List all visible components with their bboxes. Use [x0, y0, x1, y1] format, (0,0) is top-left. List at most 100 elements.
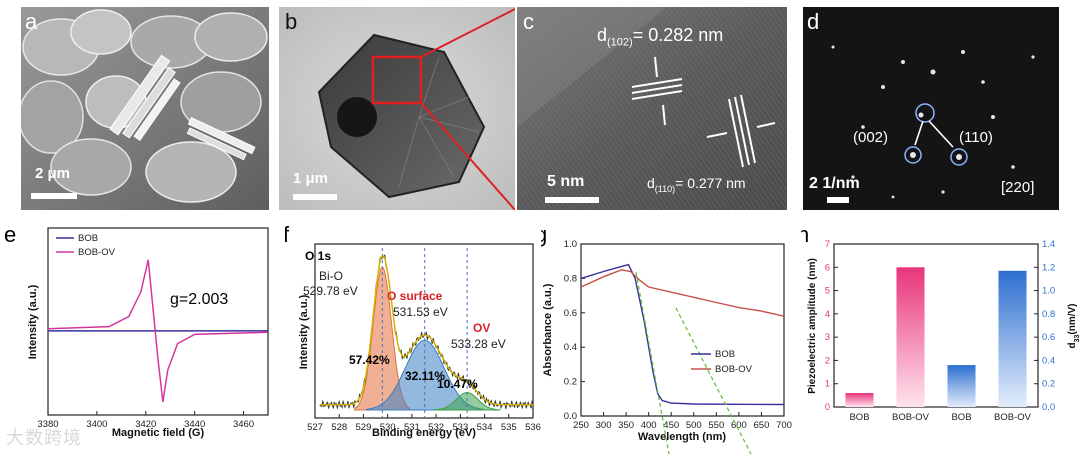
scale-bar: [293, 194, 337, 200]
scale-bar-label: 2 μm: [35, 165, 71, 182]
x-tick-label: 600: [731, 420, 747, 431]
x-tick-label: 400: [641, 420, 657, 431]
y-tick-label-right: 0.6: [1042, 332, 1055, 343]
scale-bar-label: 5 nm: [547, 173, 585, 190]
tem-image: [279, 7, 515, 210]
legend-label-bob-ov: BOB-OV: [715, 364, 753, 375]
spot-110-label: (110): [959, 129, 993, 146]
x-tick-label: 3380: [37, 419, 58, 430]
peak1-name: Bi-O: [319, 269, 343, 283]
y-tick-label: 1.0: [564, 239, 577, 250]
y-axis-label: Intensity (a.u.): [27, 284, 39, 359]
y-tick-label-right: 0.4: [1042, 355, 1055, 366]
d-spacing-110: d(110)= 0.277 nm: [647, 175, 746, 194]
tauc-line-bob-ov: [675, 307, 752, 455]
y-tick-label-left: 3: [825, 332, 830, 343]
scale-bar: [31, 193, 77, 199]
y-tick-label: 0.2: [564, 377, 577, 388]
y-tick-label-right: 0.0: [1042, 402, 1055, 413]
envelope-fit: [319, 254, 533, 406]
x-tick-label: 530: [380, 422, 396, 433]
y-tick-label-left: 6: [825, 262, 830, 273]
saed-pattern: [803, 7, 1059, 210]
x-tick-label: 529: [356, 422, 372, 433]
y-axis-label-right: d33(nm/V): [1067, 303, 1080, 348]
x-axis-label: Magnetic field (G): [112, 427, 205, 439]
y-tick-label-left: 5: [825, 286, 830, 297]
plot-frame: [833, 243, 1039, 408]
x-tick-label: 3420: [135, 419, 156, 430]
panel-label: a: [25, 9, 38, 34]
plot-frame: [314, 243, 534, 419]
y-tick-label-right: 1.2: [1042, 262, 1055, 273]
hrtem-image: [517, 7, 787, 210]
x-tick-label: 3460: [233, 419, 254, 430]
watermark: 大数跨境: [6, 428, 82, 449]
panel-label: g: [541, 222, 547, 247]
scale-bar-label: 2 1/nm: [809, 175, 860, 192]
x-category-label: BOB: [951, 412, 971, 423]
scale-bar: [827, 197, 849, 203]
panel-label: b: [285, 9, 298, 34]
bar-d33-2: [947, 365, 976, 407]
y-tick-label-left: 7: [825, 239, 830, 250]
x-tick-label: 350: [618, 420, 634, 431]
panel-a-sem-image: a 2 μm: [21, 7, 269, 210]
peak2-percent: 32.11%: [405, 369, 445, 383]
scale-bar: [545, 197, 599, 203]
panel-label: e: [4, 222, 16, 247]
tauc-line-bob: [635, 271, 670, 455]
d-spacing-102: d(102)= 0.282 nm: [597, 25, 724, 49]
xps-title: O 1s: [305, 249, 331, 263]
x-axis-label: Binding energy (eV): [372, 427, 476, 439]
zoom-box: [371, 55, 423, 105]
peak3-percent: 10.47%: [437, 377, 478, 391]
y-tick-label-right: 1.0: [1042, 286, 1055, 297]
bar-piezo-0: [845, 393, 874, 407]
peak1-percent: 57.42%: [349, 353, 390, 367]
g-factor-label: g=2.003: [170, 291, 228, 308]
series-line-bob: [580, 263, 785, 406]
x-tick-label: 550: [708, 420, 724, 431]
peak1-ev: 529.78 eV: [303, 284, 358, 298]
uvvis-chart: g 250 300 350 400 450 500 550 600 650 700 0.0 0.2 0.…: [541, 222, 792, 455]
bar-piezo-1: [896, 267, 925, 407]
zone-axis-label: [220]: [1001, 179, 1035, 196]
panel-g-uvvis-chart: g 250 300 350 400 450 500 550 600 650 700 0.0 0.2 0.…: [541, 222, 801, 455]
epr-chart: e 3380 3400 3420 3440 3460 BOB BOB-OV g=2.00…: [4, 222, 269, 439]
y-tick-label-left: 2: [825, 355, 830, 366]
y-tick-label-left: 0: [825, 402, 830, 413]
x-tick-label: 528: [331, 422, 347, 433]
y-tick-label: 0.4: [564, 342, 577, 353]
x-tick-label: 527: [307, 422, 323, 433]
y-tick-label-right: 0.8: [1042, 309, 1055, 320]
panel-label: f: [285, 222, 290, 247]
bar-d33-3: [998, 270, 1027, 407]
y-tick-label-left: 1: [825, 379, 830, 390]
peak2-ev: 531.53 eV: [393, 305, 448, 319]
x-tick-label: 531: [404, 422, 420, 433]
x-tick-label: 250: [573, 420, 589, 431]
panel-label: c: [523, 9, 534, 34]
series-line-bob-ov: [580, 269, 785, 317]
plot-frame: [47, 227, 269, 416]
x-tick-label: 3440: [184, 419, 205, 430]
panel-e-epr-chart: e 3380 3400 3420 3440 3460 BOB BOB-OV g=2.00…: [0, 222, 285, 455]
peak2-name: O surface: [387, 289, 443, 303]
panel-label: d: [807, 9, 820, 34]
y-tick-label-left: 4: [825, 309, 830, 320]
piezo-bar-chart: h 0 1 2 3 4 5 6 7 0.0 0.2 0.4 0.6 0.8 1.0 1.2 1.4 BOB BO…: [801, 222, 1080, 423]
series-line-bob-ov: [47, 259, 269, 403]
panel-label: h: [801, 222, 809, 247]
plot-frame: [580, 243, 785, 417]
y-tick-label-right: 1.4: [1042, 239, 1055, 250]
panel-d-saed-pattern: d (002) (110) 2 1/nm [220]: [803, 7, 1059, 210]
legend-label-bob: BOB: [78, 233, 98, 244]
panel-h-bar-chart: h 0 1 2 3 4 5 6 7 0.0 0.2 0.4 0.6 0.8 1.0 1.2 1.4 BOB BO…: [801, 222, 1080, 455]
y-tick-label: 0.8: [564, 273, 577, 284]
x-tick-label: 300: [596, 420, 612, 431]
panel-f-xps-chart: f 527 528 529 530 531 532 533 534 535 536 O 1s Bi…: [285, 222, 541, 455]
x-tick-label: 534: [477, 422, 493, 433]
legend-label-bob: BOB: [715, 349, 735, 360]
x-tick-label: 3400: [86, 419, 107, 430]
